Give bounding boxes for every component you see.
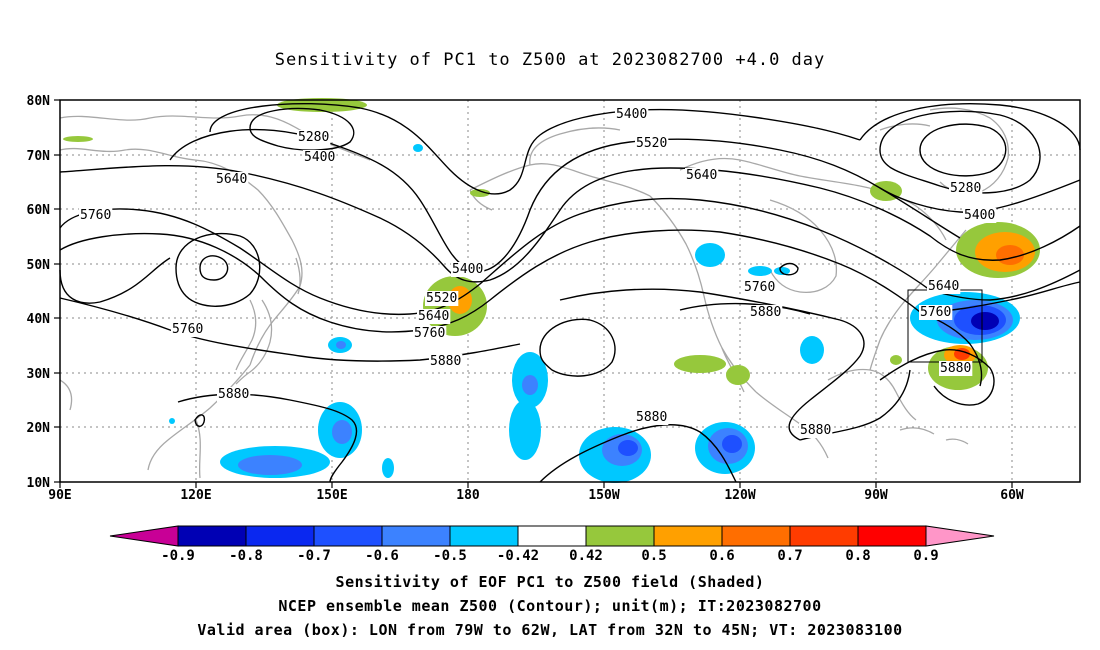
colorbar-label: -0.8 (229, 548, 263, 564)
footer-shading-description: Sensitivity of EOF PC1 to Z500 field (Sh… (335, 573, 765, 591)
contour-label-5880: 5880 (800, 423, 831, 438)
colorbar-label: -0.42 (497, 548, 539, 564)
lat-label: 60N (27, 203, 51, 218)
lon-label: 90E (48, 488, 71, 503)
colorbar-label: -0.9 (161, 548, 195, 564)
colorbar-segment (721, 525, 791, 547)
colorbar (109, 525, 995, 547)
contour-label-5640: 5640 (216, 172, 247, 187)
colorbar-segment (449, 525, 519, 547)
lon-label: 120E (180, 488, 211, 503)
contour-label-5640: 5640 (928, 279, 959, 294)
colorbar-label: 0.7 (777, 548, 802, 564)
footer-contour-description: NCEP ensemble mean Z500 (Contour); unit(… (278, 597, 822, 615)
contour-label-5520: 5520 (636, 136, 667, 151)
lon-label: 90W (864, 488, 888, 503)
contour-label-5400: 5400 (964, 208, 995, 223)
colorbar-segment (789, 525, 859, 547)
lat-label: 40N (27, 312, 51, 327)
footer-valid-area: Valid area (box): LON from 79W to 62W, L… (197, 621, 903, 639)
colorbar-labels: -0.9 -0.8 -0.7 -0.6 -0.5 -0.42 0.42 0.5 … (161, 548, 939, 564)
lat-label: 80N (27, 94, 51, 109)
colorbar-segment (585, 525, 655, 547)
colorbar-label: 0.6 (709, 548, 734, 564)
contour-label-5880: 5880 (636, 410, 667, 425)
colorbar-label: -0.5 (433, 548, 467, 564)
lat-label: 50N (27, 258, 51, 273)
colorbar-label: 0.42 (569, 548, 603, 564)
latitude-labels: 80N 70N 60N 50N 40N 30N 20N 10N (27, 94, 51, 491)
contour-label-5640: 5640 (686, 168, 717, 183)
lon-label: 120W (724, 488, 755, 503)
colorbar-label: 0.8 (845, 548, 870, 564)
contour-label-5880: 5880 (430, 354, 461, 369)
lon-label: 180 (456, 488, 480, 503)
contour-label-5640: 5640 (418, 309, 449, 324)
lat-label: 70N (27, 149, 51, 164)
contour-label-5880: 5880 (750, 305, 781, 320)
longitude-labels: 90E 120E 150E 180 150W 120W 90W 60W (48, 488, 1024, 503)
contour-label-5760: 5760 (920, 305, 951, 320)
colorbar-segment (313, 525, 383, 547)
contour-label-5880: 5880 (218, 387, 249, 402)
lon-label: 60W (1000, 488, 1024, 503)
contour-label-5760: 5760 (172, 322, 203, 337)
contour-label-5400: 5400 (452, 262, 483, 277)
colorbar-label: 0.5 (641, 548, 666, 564)
colorbar-segment (653, 525, 723, 547)
map-ticks (54, 99, 1013, 488)
colorbar-high-triangle (925, 525, 995, 547)
contour-label-5400: 5400 (304, 150, 335, 165)
colorbar-segment (177, 525, 247, 547)
lat-label: 10N (27, 476, 51, 491)
colorbar-segment (857, 525, 927, 547)
contour-label-5760: 5760 (414, 326, 445, 341)
colorbar-segment (517, 525, 587, 547)
colorbar-label: -0.7 (297, 548, 331, 564)
colorbar-label: -0.6 (365, 548, 399, 564)
colorbar-label: 0.9 (913, 548, 938, 564)
contour-label-5760: 5760 (80, 208, 111, 223)
colorbar-segment (245, 525, 315, 547)
contour-label-5520: 5520 (426, 291, 457, 306)
lon-label: 150E (316, 488, 347, 503)
colorbar-segment (381, 525, 451, 547)
lat-label: 20N (27, 421, 51, 436)
lat-label: 30N (27, 367, 51, 382)
contour-labels: 5400 5280 5400 5520 5640 5640 5280 5400 … (79, 107, 997, 438)
contour-label-5400: 5400 (616, 107, 647, 122)
map-frame (59, 99, 1081, 483)
lon-label: 150W (588, 488, 619, 503)
contour-label-5280: 5280 (950, 181, 981, 196)
contour-label-5280: 5280 (298, 130, 329, 145)
contour-label-5760: 5760 (744, 280, 775, 295)
chart-title: Sensitivity of PC1 to Z500 at 2023082700… (274, 50, 826, 70)
contour-label-5880: 5880 (940, 361, 971, 376)
colorbar-low-triangle (109, 525, 179, 547)
